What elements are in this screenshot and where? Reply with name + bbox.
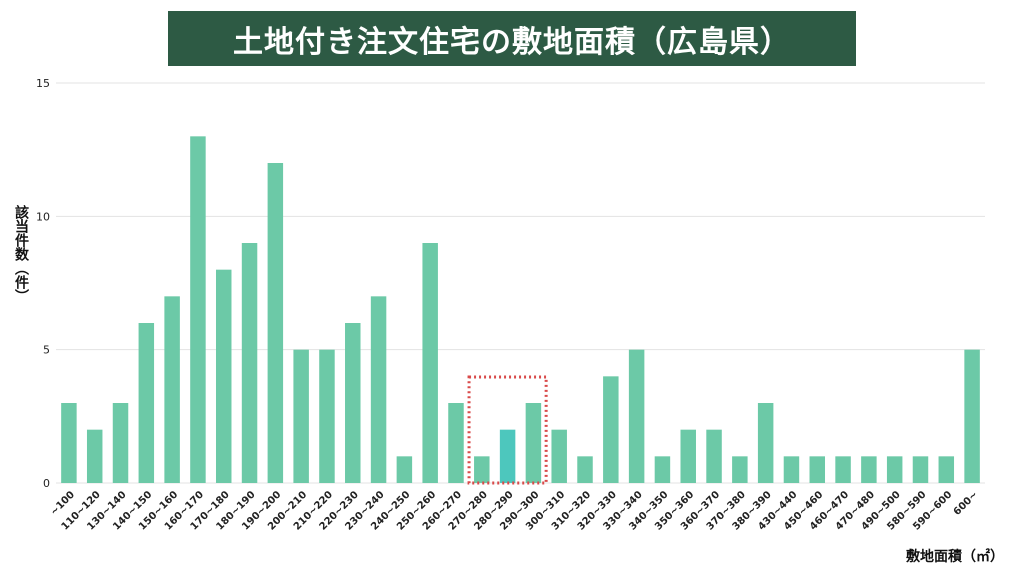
bar-210~220	[319, 349, 335, 483]
bar-220~230	[345, 323, 361, 483]
bar-250~260	[422, 243, 438, 483]
y-axis-label: 該当件数（件）	[13, 205, 29, 303]
bar-270~280	[474, 456, 490, 483]
bar-230~240	[370, 296, 387, 483]
bar-370~380	[732, 456, 748, 483]
bar-260~270	[448, 403, 464, 483]
bar-290~300	[525, 403, 542, 483]
bar-590~600	[938, 456, 955, 483]
bar-600~	[964, 349, 980, 483]
bar-300~310	[551, 429, 567, 483]
bar-470~480	[861, 456, 877, 483]
bar-200~210	[293, 349, 309, 483]
bar-~100	[61, 403, 77, 483]
y-tick-label: 5	[43, 344, 50, 357]
bar-240~250	[396, 456, 413, 483]
bar-430~440	[783, 456, 800, 483]
x-axis-label: 敷地面積（㎡）	[906, 549, 1004, 565]
bar-460~470	[835, 456, 851, 483]
bar-310~320	[577, 456, 593, 483]
highlight-box	[467, 375, 548, 485]
bar-160~170	[190, 136, 206, 484]
bar-490~500	[886, 456, 903, 483]
bar-140~150	[138, 323, 155, 483]
bar-580~590	[912, 456, 929, 483]
bar-150~160	[164, 296, 180, 483]
bar-350~360	[680, 429, 696, 483]
bar-380~390	[757, 403, 774, 483]
bar-130~140	[112, 403, 129, 483]
bar-190~200	[267, 163, 284, 483]
bar-280~290	[499, 429, 516, 483]
y-tick-label: 10	[36, 210, 50, 223]
bar-320~330	[603, 376, 619, 483]
bar-340~350	[654, 456, 671, 483]
bar-170~180	[215, 269, 232, 483]
bar-180~190	[241, 243, 258, 483]
chart-title: 土地付き注文住宅の敷地面積（広島県）	[168, 11, 856, 66]
bar-330~340	[628, 349, 645, 483]
y-tick-label: 15	[36, 77, 50, 90]
x-tick-label: 600~	[952, 489, 980, 517]
y-tick-label: 0	[43, 477, 50, 490]
bar-450~460	[809, 456, 826, 483]
bar-110~120	[86, 429, 103, 483]
bar-360~370	[706, 429, 722, 483]
